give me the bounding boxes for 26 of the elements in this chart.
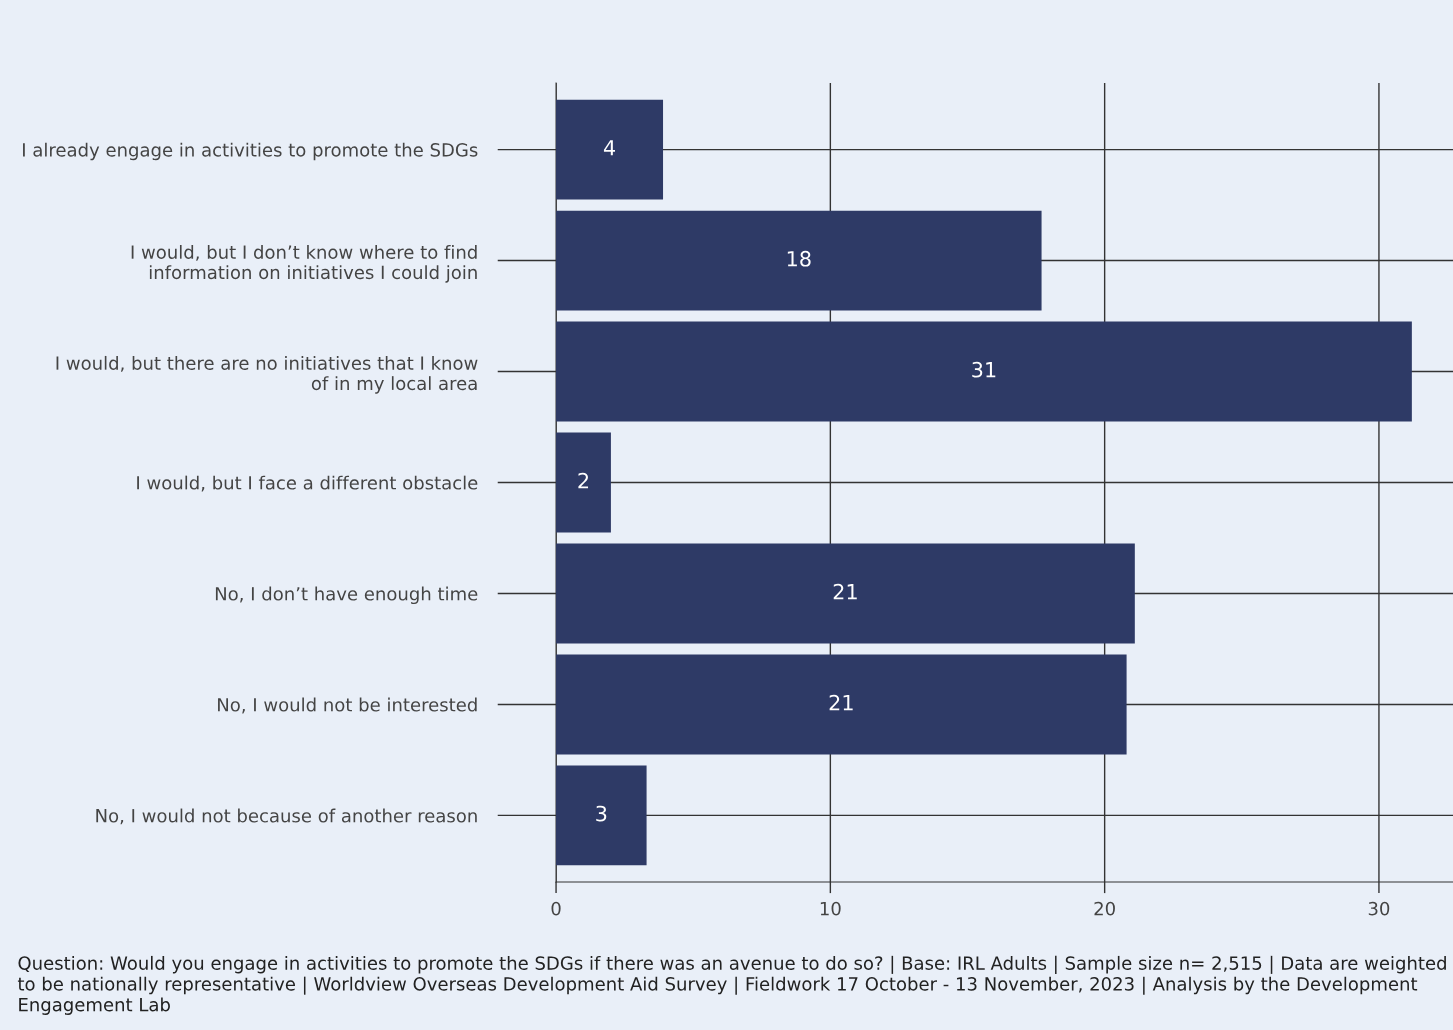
x-tick-label: 0: [551, 901, 561, 916]
y-tick-label: No, I don’t have enough time: [215, 586, 478, 605]
text: Question: Would you engage in activities to promote the SDGs if there was an avenue to do so? | Base: IRL Adults | Sample size n= 2,515 | Data are weighted to be nationally representative | Worldview Overseas Development Aid Survey | Fieldwork 17 October - 13 November, 2023 | Analysis by the Development Engagement Lab: [17, 955, 1446, 1015]
y-tick-label: I would, but there are no initiatives that I know of in my local area: [56, 355, 478, 394]
y-tick-label: No, I would not because of another reason: [96, 808, 477, 825]
bar: [556, 432, 611, 533]
data-label: 3: [596, 805, 607, 822]
data-label: 31: [972, 361, 996, 378]
bar: [556, 99, 664, 200]
bar: [556, 654, 1127, 755]
bar: [556, 543, 1135, 644]
y-tick-label: I already engage in activities to promote the SDGs: [23, 142, 478, 161]
bar: [556, 210, 1042, 311]
data-label: 2: [578, 472, 589, 489]
data-label: 4: [603, 140, 616, 156]
bar: [556, 321, 1412, 422]
y-tick-label: I would, but I don’t know where to find information on initiatives I could join: [131, 244, 477, 283]
y-tick-label: I would, but I face a different obstacle: [137, 475, 478, 492]
y-tick-label: No, I would not be interested: [218, 697, 477, 714]
data-label: 21: [829, 694, 853, 711]
x-tick-label: 20: [1094, 901, 1115, 916]
bar: [556, 765, 647, 866]
x-tick-label: 30: [1368, 901, 1390, 916]
data-label: 21: [833, 583, 857, 600]
data-label: 18: [787, 250, 811, 267]
x-tick-label: 10: [820, 901, 841, 916]
